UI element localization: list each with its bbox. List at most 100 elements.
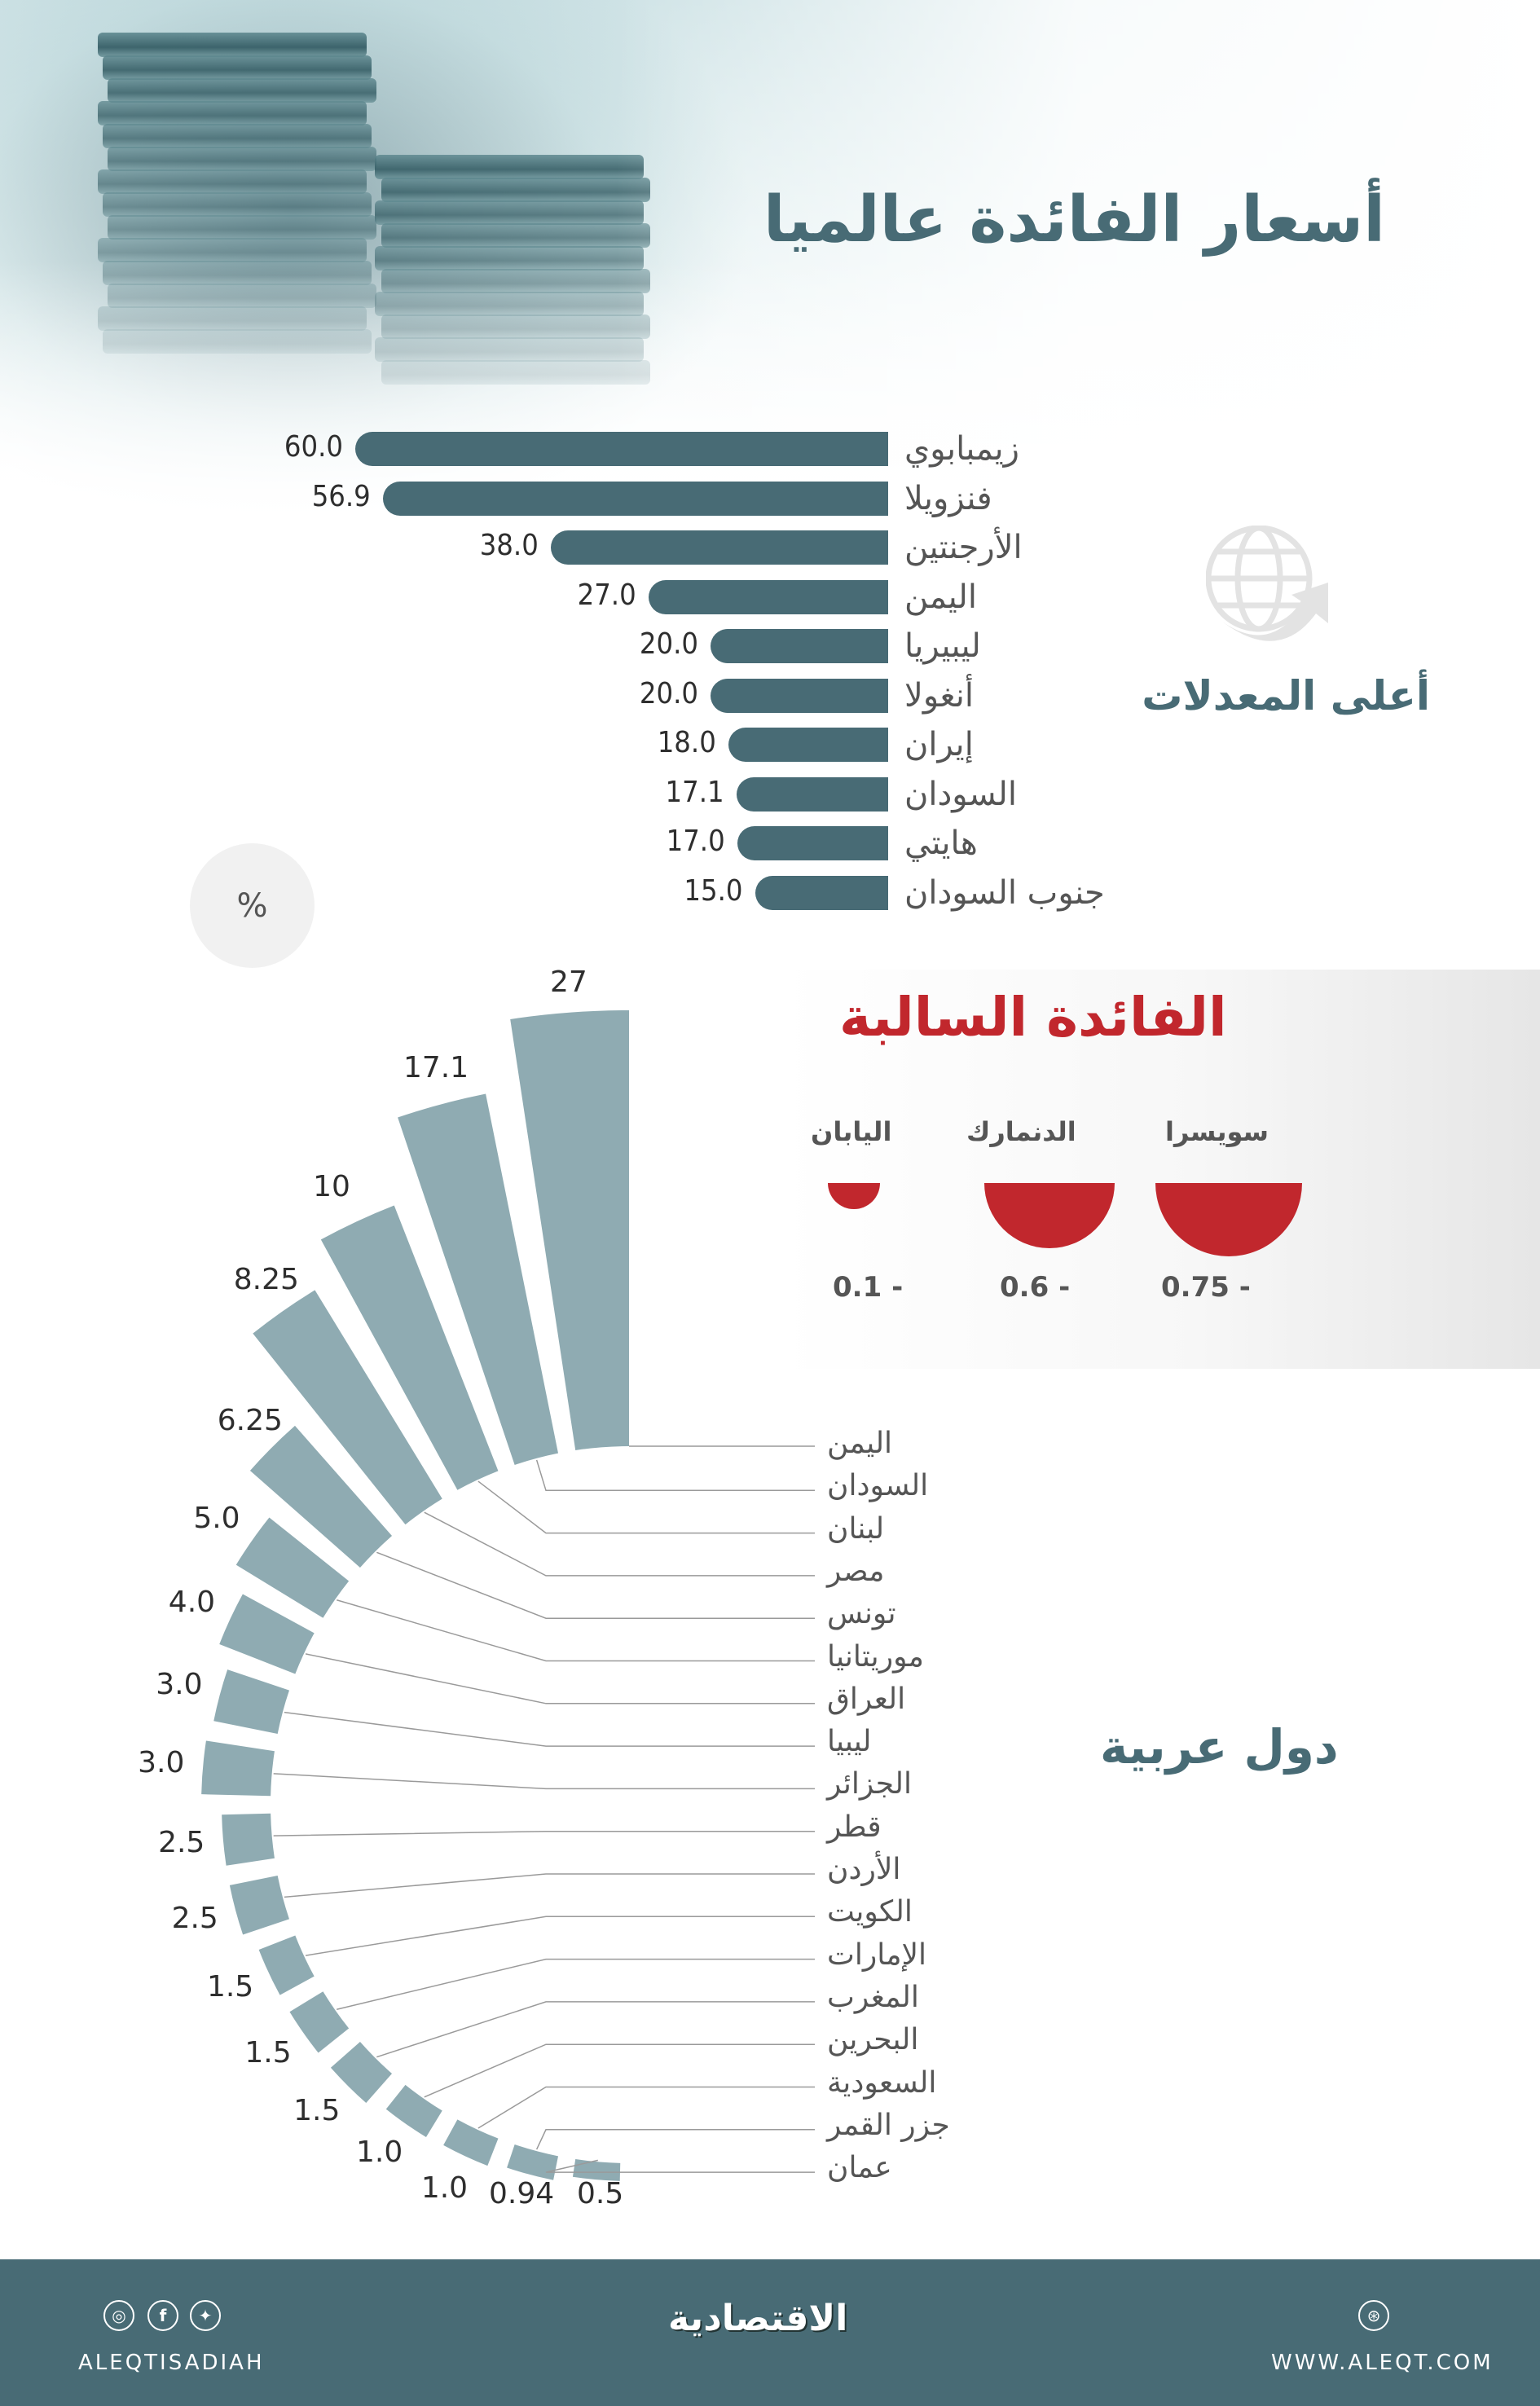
bar-value-label: 56.9 <box>311 479 371 513</box>
negative-rate-value: 0.75 - <box>1161 1271 1251 1304</box>
bar <box>382 481 888 516</box>
bar <box>648 579 888 614</box>
website-link[interactable]: WWW.ALEQT.COM <box>1271 2351 1494 2375</box>
leader-line <box>273 1830 815 1836</box>
radial-bar <box>249 1425 393 1568</box>
radial-value-label: 0.5 <box>577 2177 624 2210</box>
radial-value-label: 10 <box>313 1170 350 1204</box>
leader-line <box>337 1958 815 2010</box>
radial-country-label: السودان <box>827 1469 929 1503</box>
negative-rate-value: 0.6 - <box>1000 1271 1071 1304</box>
radial-value-label: 4.0 <box>168 1585 216 1619</box>
radial-country-label: عمان <box>827 2151 892 2185</box>
radial-bar <box>385 2084 442 2137</box>
bar-value-label: 15.0 <box>684 873 743 908</box>
radial-bar <box>258 1935 315 1995</box>
bar-country-label: ليبيريا <box>904 627 981 665</box>
radial-bar <box>235 1517 350 1618</box>
radial-value-label: 3.0 <box>156 1667 203 1701</box>
leader-line <box>273 1773 815 1790</box>
radial-bar <box>510 1010 629 1450</box>
leader-line <box>284 1711 815 1747</box>
bar-value-label: 20.0 <box>639 676 698 710</box>
bar-value-label: 60.0 <box>284 430 343 464</box>
bar-value-label: 27.0 <box>577 578 636 612</box>
footer: ◎ f ✦ ALEQTISADIAH ⊛ WWW.ALEQT.COM <box>0 2259 1540 2406</box>
bar-value-label: 38.0 <box>479 529 539 562</box>
radial-country-label: الإمارات <box>827 1938 927 1972</box>
bar <box>550 530 888 565</box>
negative-rates-title: الفائدة السالبة <box>839 986 1227 1049</box>
radial-country-label: جزر القمر <box>827 2108 950 2142</box>
radial-value-label: 2.5 <box>158 1825 205 1859</box>
radial-value-label: 3.0 <box>138 1746 185 1780</box>
radial-value-label: 5.0 <box>193 1502 240 1536</box>
radial-bar <box>253 1290 442 1525</box>
radial-bar <box>330 2041 393 2104</box>
leader-line <box>337 1599 815 1662</box>
radial-country-label: الجزائر <box>827 1767 912 1801</box>
negative-rate-value: 0.1 - <box>833 1271 904 1304</box>
radial-bar <box>201 1740 275 1797</box>
negative-rates-panel <box>782 970 1540 1369</box>
twitter-icon[interactable]: ✦ <box>190 2300 221 2331</box>
radial-bar <box>507 2144 559 2180</box>
radial-bar <box>222 1813 275 1866</box>
radial-value-label: 1.0 <box>420 2171 469 2206</box>
bar <box>728 728 888 762</box>
bar <box>736 776 888 812</box>
leader-line <box>305 1653 815 1704</box>
bar-value-label: 17.1 <box>665 775 724 809</box>
radial-country-label: البحرين <box>827 2023 919 2057</box>
radial-bar <box>289 1991 350 2053</box>
facebook-icon[interactable]: f <box>147 2300 178 2331</box>
negative-country-label: الدنمارك <box>966 1116 1076 1147</box>
instagram-icon[interactable]: ◎ <box>103 2300 134 2331</box>
radial-value-label: 1.5 <box>206 1970 254 2004</box>
bar-country-label: اليمن <box>904 578 977 616</box>
dribbble-icon[interactable]: ⊛ <box>1358 2300 1389 2331</box>
radial-value-label: 1.0 <box>356 2135 403 2170</box>
leader-line <box>284 1873 815 1898</box>
radial-value-label: 2.5 <box>171 1902 218 1936</box>
arab-countries-heading: دول عربية <box>1100 1719 1339 1775</box>
bar <box>355 432 888 466</box>
radial-bar <box>320 1205 499 1490</box>
bar <box>737 826 888 860</box>
leader-line <box>477 2086 815 2129</box>
radial-value-label: 8.25 <box>233 1262 299 1296</box>
bar-country-label: أنغولا <box>904 676 975 715</box>
bar-country-label: السودان <box>904 775 1017 813</box>
radial-country-label: المغرب <box>827 1980 919 2014</box>
leader-line <box>424 2043 815 2098</box>
radial-country-label: الأردن <box>827 1853 901 1886</box>
radial-bar <box>443 2119 499 2166</box>
bar-country-label: هايتي <box>904 825 978 862</box>
leader-line <box>376 1551 815 1619</box>
radial-value-label: 6.25 <box>217 1403 283 1437</box>
radial-value-label: 1.5 <box>244 2035 292 2070</box>
bar-country-label: الأرجنتين <box>904 529 1023 566</box>
radial-bar <box>398 1093 559 1465</box>
leader-line <box>424 1511 815 1577</box>
page-title: أسعار الفائدة عالميا <box>763 183 1385 257</box>
leader-line <box>535 2129 815 2150</box>
radial-country-label: السعودية <box>827 2065 937 2100</box>
bar-country-label: جنوب السودان <box>904 873 1105 912</box>
bar <box>711 678 888 713</box>
radial-value-label: 1.5 <box>293 2093 341 2127</box>
bar-country-label: فنزويلا <box>904 479 992 517</box>
globe-arrow-icon <box>1206 526 1328 641</box>
negative-country-label: اليابان <box>811 1116 892 1147</box>
top-rates-heading: أعلى المعدلات <box>1142 672 1430 719</box>
radial-value-label: 0.94 <box>489 2177 555 2210</box>
percent-unit-badge: % <box>190 843 315 968</box>
bar-country-label: إيران <box>904 726 974 763</box>
radial-bar <box>229 1875 289 1935</box>
social-handle[interactable]: ALEQTISADIAH <box>78 2351 265 2375</box>
radial-country-label: مصر <box>827 1554 885 1588</box>
radial-country-label: ليبيا <box>827 1725 872 1759</box>
radial-value-label: 17.1 <box>403 1050 469 1084</box>
leader-line <box>477 1480 815 1534</box>
leader-line <box>376 2001 815 2058</box>
